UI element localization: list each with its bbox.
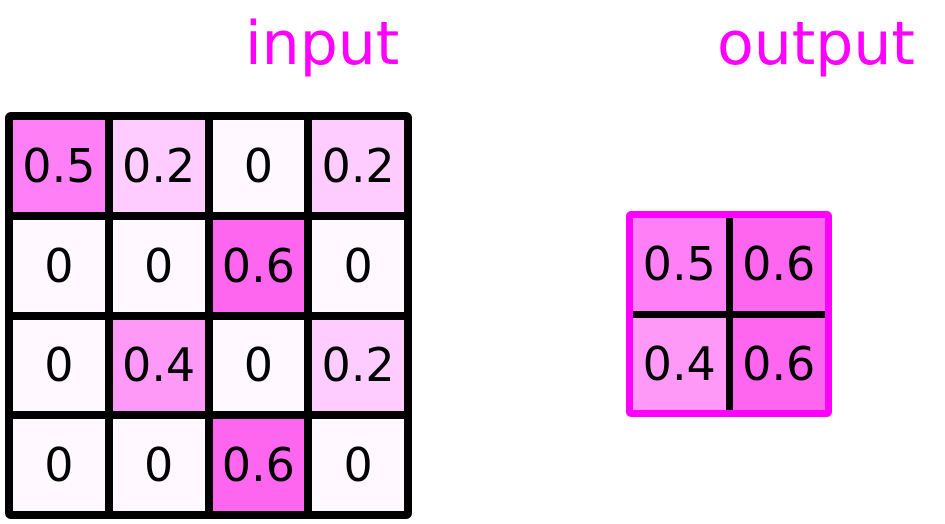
input-cell: 0 (13, 319, 105, 412)
output-cell: 0.4 (633, 317, 726, 410)
input-cell: 0 (212, 120, 305, 212)
input-cell: 0.2 (312, 319, 404, 412)
input-matrix: 0.5 0.2 0 0.2 0 0 0.6 0 0 0.4 0 0.2 0 0 0.6 0 (5, 112, 412, 519)
output-title: output (717, 9, 915, 79)
input-cell: 0.6 (212, 219, 305, 312)
input-cell: 0 (312, 419, 404, 511)
input-cell: 0.5 (13, 120, 105, 212)
output-cell: 0.5 (633, 218, 726, 311)
input-title: input (245, 9, 400, 79)
output-matrix: 0.5 0.6 0.4 0.6 (626, 211, 832, 417)
input-cell: 0.4 (112, 319, 205, 412)
input-cell: 0 (312, 219, 404, 312)
input-cell: 0 (112, 419, 205, 511)
input-cell: 0.6 (212, 419, 305, 511)
output-cell: 0.6 (732, 218, 825, 311)
input-cell: 0 (13, 219, 105, 312)
input-cell: 0 (13, 419, 105, 511)
input-cell: 0 (212, 319, 305, 412)
input-cell: 0.2 (112, 120, 205, 212)
input-cell: 0 (112, 219, 205, 312)
input-cell: 0.2 (312, 120, 404, 212)
output-cell: 0.6 (732, 317, 825, 410)
